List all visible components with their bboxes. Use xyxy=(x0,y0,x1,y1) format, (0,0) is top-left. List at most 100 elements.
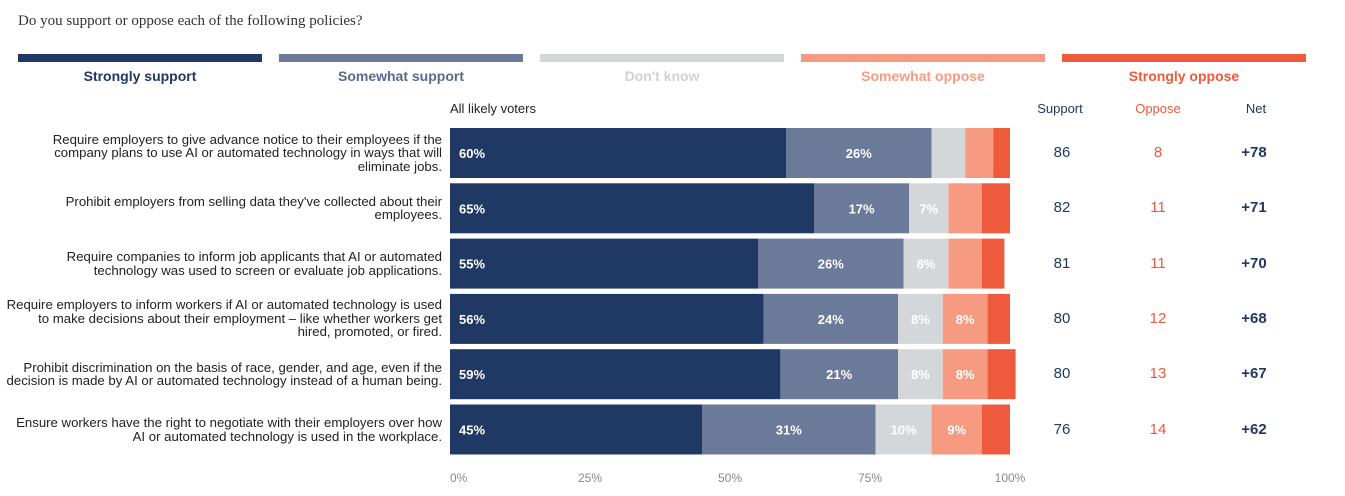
bar-segment xyxy=(780,349,898,400)
bar-segment xyxy=(993,128,1010,178)
bar-segment xyxy=(898,293,943,344)
x-tick-label: 25% xyxy=(578,471,602,485)
bar-segment xyxy=(965,128,994,178)
bar-data-label: 31% xyxy=(776,423,802,438)
bar-segment xyxy=(763,293,898,344)
legend-label: Strongly oppose xyxy=(1128,68,1240,84)
net-value: +78 xyxy=(1241,144,1267,161)
bar-data-label: 26% xyxy=(818,257,844,272)
x-tick-label: 50% xyxy=(718,471,742,485)
legend-item: Somewhat oppose xyxy=(801,54,1045,94)
bar-data-label: 8% xyxy=(956,367,975,382)
row-label: Prohibit discrimination on the basis of … xyxy=(6,359,442,389)
bar-data-label: 60% xyxy=(459,146,485,161)
legend-swatch xyxy=(540,54,784,62)
oppose-value: 14 xyxy=(1149,420,1167,438)
bar-segment xyxy=(982,238,1005,289)
legend-swatch xyxy=(18,54,262,62)
net-column-header: Net xyxy=(1245,101,1267,116)
bar-data-label: 17% xyxy=(849,201,875,216)
bar-segment xyxy=(450,349,781,400)
bar-segment xyxy=(450,238,758,289)
bar-segment xyxy=(948,183,982,234)
legend-item: Strongly oppose xyxy=(1062,54,1306,94)
net-value: +70 xyxy=(1241,254,1267,272)
legend-swatch xyxy=(1062,54,1306,62)
net-value: +62 xyxy=(1241,420,1267,438)
bar-data-label: 45% xyxy=(459,423,485,438)
bar-segment xyxy=(450,293,764,344)
bar-data-label: 8% xyxy=(911,367,930,382)
legend-label: Don't know xyxy=(624,68,700,84)
row-label: Prohibit employers from selling data the… xyxy=(65,193,442,223)
legend-swatch xyxy=(279,54,523,62)
bar-segment xyxy=(909,183,949,234)
net-value: +71 xyxy=(1241,199,1267,217)
oppose-value: 13 xyxy=(1149,365,1167,383)
bar-data-label: 9% xyxy=(947,423,966,438)
net-value: +67 xyxy=(1241,365,1267,383)
bar-data-label: 8% xyxy=(917,257,936,272)
support-value: 81 xyxy=(1053,254,1071,272)
support-value: 76 xyxy=(1053,420,1071,438)
row-label: Ensure workers have the right to negotia… xyxy=(16,415,442,444)
bar-segment xyxy=(931,128,966,178)
bar-data-label: 55% xyxy=(459,257,485,272)
bar-column-header: All likely voters xyxy=(450,101,536,116)
bar-segment xyxy=(987,293,1010,344)
question-title: Do you support or oppose each of the fol… xyxy=(18,13,363,29)
bar-segment xyxy=(702,404,876,455)
bar-segment xyxy=(982,183,1010,234)
row-label: Require companies to inform job applican… xyxy=(66,249,442,278)
bar-data-label: 59% xyxy=(459,367,485,382)
support-value: 86 xyxy=(1053,144,1071,161)
oppose-value: 11 xyxy=(1150,199,1166,217)
bar-segment xyxy=(942,349,988,400)
bar-segment xyxy=(450,128,786,178)
legend-item: Strongly support xyxy=(18,54,262,94)
bar-segment xyxy=(875,404,932,455)
support-value: 80 xyxy=(1053,365,1071,383)
bar-segment xyxy=(450,404,702,455)
bar-data-label: 56% xyxy=(459,312,485,327)
support-value: 80 xyxy=(1053,309,1071,327)
x-tick-label: 75% xyxy=(858,471,882,485)
oppose-value: 11 xyxy=(1150,254,1166,272)
bar-segment xyxy=(898,349,943,400)
bar-segment xyxy=(982,404,1010,455)
bar-data-label: 26% xyxy=(846,146,872,161)
bar-data-label: 24% xyxy=(818,312,844,327)
bar-data-label: 21% xyxy=(826,367,852,382)
bar-segment xyxy=(931,404,982,455)
legend-label: Somewhat support xyxy=(337,68,464,84)
bar-segment xyxy=(987,349,1016,400)
legend-item: Don't know xyxy=(540,54,784,94)
legend-label: Somewhat oppose xyxy=(861,68,985,84)
row-label: Require employers to give advance notice… xyxy=(52,131,442,174)
bar-data-label: 65% xyxy=(459,201,485,216)
bar-segment xyxy=(948,238,982,289)
legend-swatch xyxy=(801,54,1045,62)
legend-label: Strongly support xyxy=(83,68,197,84)
support-value: 82 xyxy=(1053,199,1071,217)
oppose-value: 12 xyxy=(1149,309,1167,327)
bar-data-label: 7% xyxy=(919,201,938,216)
bar-segment xyxy=(758,238,904,289)
oppose-column-header: Oppose xyxy=(1135,101,1181,116)
bar-segment xyxy=(450,183,814,234)
net-value: +68 xyxy=(1241,309,1267,327)
x-tick-label: 0% xyxy=(450,471,468,485)
bar-segment xyxy=(903,238,949,289)
support-column-header: Support xyxy=(1037,101,1083,116)
row-label: Require employers to inform workers if A… xyxy=(6,297,442,340)
bar-segment xyxy=(814,183,910,234)
oppose-value: 8 xyxy=(1153,144,1163,161)
legend-item: Somewhat support xyxy=(279,54,523,94)
bar-data-label: 8% xyxy=(956,312,975,327)
bar-data-label: 10% xyxy=(891,423,917,438)
bar-segment xyxy=(942,293,988,344)
bar-data-label: 8% xyxy=(911,312,930,327)
x-tick-label: 100% xyxy=(995,471,1026,485)
